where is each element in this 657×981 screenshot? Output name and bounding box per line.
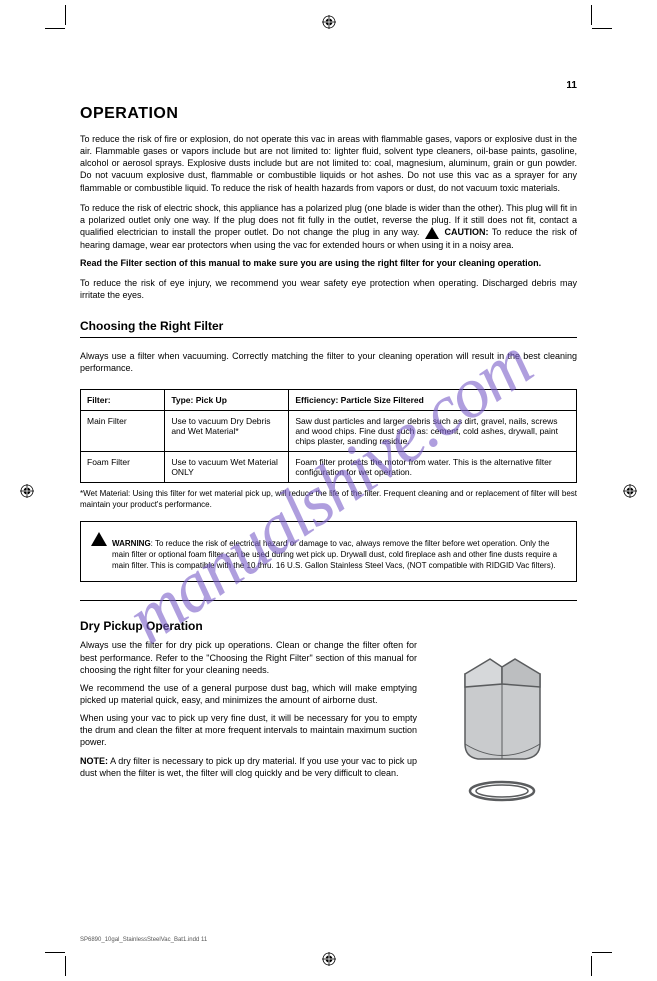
- warning-box: WARNING: To reduce the risk of electrica…: [80, 521, 577, 582]
- note-label: NOTE:: [80, 756, 108, 766]
- warning-label: WARNING: [112, 539, 151, 548]
- registration-mark-icon: [322, 15, 336, 29]
- table-header: Filter:: [81, 390, 165, 411]
- crop-mark: [591, 956, 592, 976]
- warning-text: : To reduce the risk of electrical hazar…: [112, 539, 557, 570]
- table-header-row: Filter: Type: Pick Up Efficiency: Partic…: [81, 390, 577, 411]
- dry-image-column: [427, 639, 577, 814]
- crop-mark: [65, 5, 66, 25]
- filter-heading: Choosing the Right Filter: [80, 319, 577, 333]
- dry-pickup-heading: Dry Pickup Operation: [80, 619, 577, 633]
- dry-pickup-section: Always use the filter for dry pick up op…: [80, 639, 577, 814]
- page-body: 11 OPERATION To reduce the risk of fire …: [80, 80, 577, 921]
- table-cell: Foam Filter: [81, 452, 165, 483]
- table-cell: Foam filter protects the motor from wate…: [289, 452, 577, 483]
- para2-bold: Read the Filter section of this manual t…: [80, 257, 577, 269]
- filter-note: *Wet Material: Using this filter for wet…: [80, 489, 577, 511]
- operation-para2: To reduce the risk of electric shock, th…: [80, 202, 577, 269]
- dry-para1: Always use the filter for dry pick up op…: [80, 639, 417, 675]
- page-number: 11: [566, 80, 577, 91]
- divider: [80, 600, 577, 601]
- crop-mark: [592, 952, 612, 953]
- dry-text-column: Always use the filter for dry pick up op…: [80, 639, 417, 814]
- crop-mark: [45, 28, 65, 29]
- table-cell: Use to vacuum Wet Material ONLY: [165, 452, 289, 483]
- filter-intro: Always use a filter when vacuuming. Corr…: [80, 350, 577, 374]
- crop-mark: [45, 952, 65, 953]
- table-header: Efficiency: Particle Size Filtered: [289, 390, 577, 411]
- dry-note: NOTE: A dry filter is necessary to pick …: [80, 755, 417, 779]
- crop-mark: [65, 956, 66, 976]
- filter-table: Filter: Type: Pick Up Efficiency: Partic…: [80, 389, 577, 483]
- note-text: A dry filter is necessary to pick up dry…: [80, 756, 417, 778]
- table-cell: Use to vacuum Dry Debris and Wet Materia…: [165, 411, 289, 452]
- registration-mark-icon: [623, 484, 637, 498]
- table-cell: Main Filter: [81, 411, 165, 452]
- registration-mark-icon: [20, 484, 34, 498]
- footer-text: SP6890_10gal_StainlessSteelVac_Bat1.indd…: [80, 937, 207, 943]
- warning-triangle-icon: [425, 227, 439, 239]
- operation-heading: OPERATION: [80, 105, 577, 123]
- caution-label: CAUTION:: [444, 227, 488, 237]
- table-row: Main Filter Use to vacuum Dry Debris and…: [81, 411, 577, 452]
- dry-para3: When using your vac to pick up very fine…: [80, 712, 417, 748]
- table-header: Type: Pick Up: [165, 390, 289, 411]
- operation-para3: To reduce the risk of eye injury, we rec…: [80, 277, 577, 301]
- crop-mark: [592, 28, 612, 29]
- crop-mark: [591, 5, 592, 25]
- table-cell: Saw dust particles and larger debris suc…: [289, 411, 577, 452]
- registration-mark-icon: [322, 952, 336, 966]
- dry-para2: We recommend the use of a general purpos…: [80, 682, 417, 706]
- operation-para1: To reduce the risk of fire or explosion,…: [80, 133, 577, 194]
- divider: [80, 337, 577, 338]
- dust-bag-icon: [440, 639, 565, 814]
- warning-triangle-icon: [91, 532, 107, 546]
- table-row: Foam Filter Use to vacuum Wet Material O…: [81, 452, 577, 483]
